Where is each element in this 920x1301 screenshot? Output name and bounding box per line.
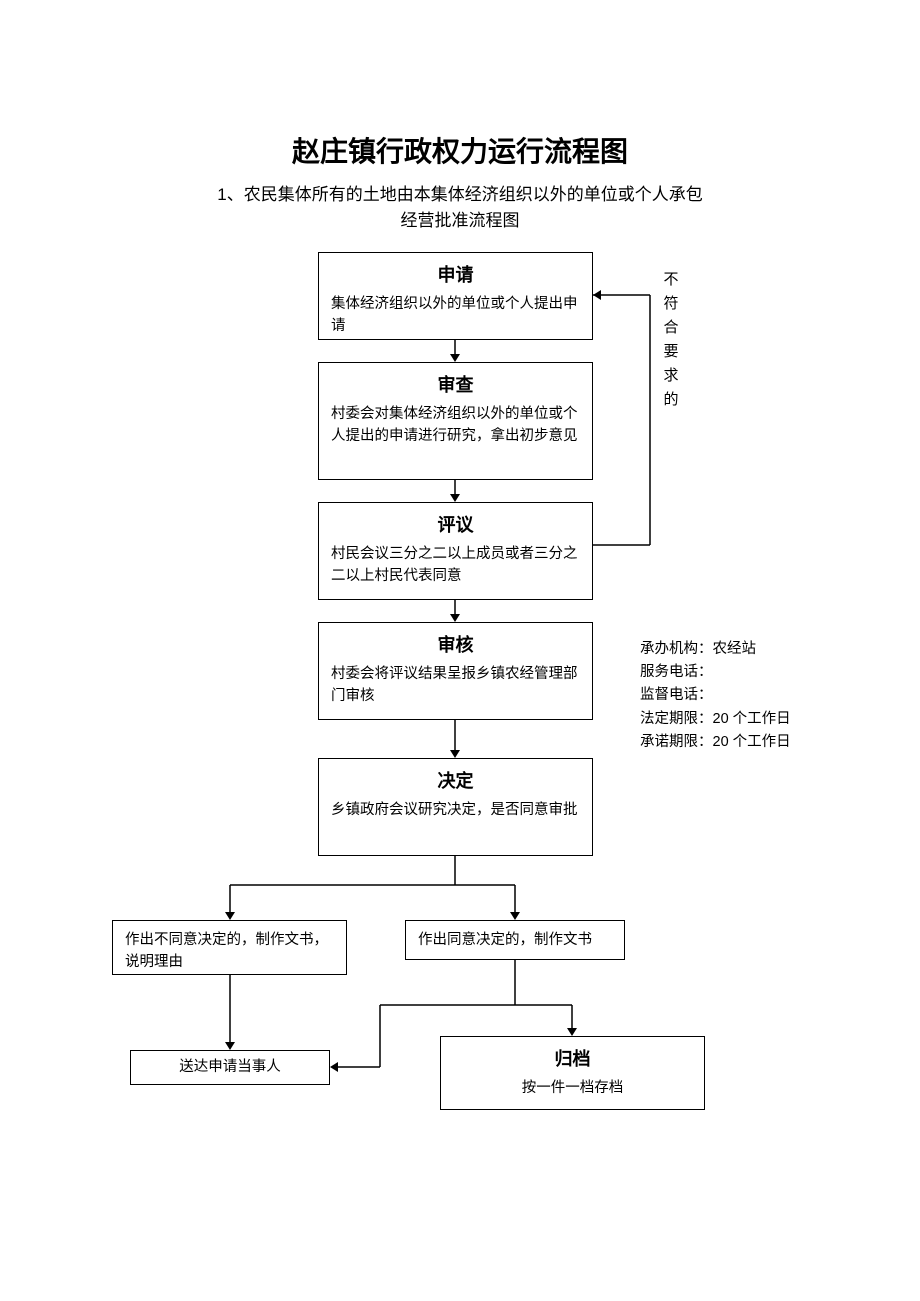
- node-decide-body: 乡镇政府会议研究决定，是否同意审批: [331, 799, 580, 821]
- node-check-body: 村委会对集体经济组织以外的单位或个人提出的申请进行研究，拿出初步意见: [331, 403, 580, 448]
- node-agree-body: 作出同意决定的，制作文书: [418, 929, 612, 951]
- page-subtitle: 1、农民集体所有的土地由本集体经济组织以外的单位或个人承包 经营批准流程图: [0, 182, 920, 233]
- node-audit: 审核 村委会将评议结果呈报乡镇农经管理部门审核: [318, 622, 593, 720]
- node-disagree: 作出不同意决定的，制作文书，说明理由: [112, 920, 347, 975]
- info-block: 承办机构：农经站服务电话：监督电话：法定期限：20 个工作日承诺期限：20 个工…: [640, 638, 791, 754]
- node-apply-title: 申请: [331, 261, 580, 287]
- node-review: 评议 村民会议三分之二以上成员或者三分之二以上村民代表同意: [318, 502, 593, 600]
- subtitle-line1: 1、农民集体所有的土地由本集体经济组织以外的单位或个人承包: [217, 185, 702, 204]
- node-decide-title: 决定: [331, 767, 580, 793]
- node-archive-body: 按一件一档存档: [453, 1077, 692, 1099]
- node-review-body: 村民会议三分之二以上成员或者三分之二以上村民代表同意: [331, 543, 580, 588]
- node-check: 审查 村委会对集体经济组织以外的单位或个人提出的申请进行研究，拿出初步意见: [318, 362, 593, 480]
- node-deliver-body: 送达申请当事人: [179, 1056, 281, 1078]
- page-title: 赵庄镇行政权力运行流程图: [0, 130, 920, 170]
- node-archive: 归档 按一件一档存档: [440, 1036, 705, 1110]
- node-apply: 申请 集体经济组织以外的单位或个人提出申请: [318, 252, 593, 340]
- node-disagree-body: 作出不同意决定的，制作文书，说明理由: [125, 929, 334, 974]
- node-check-title: 审查: [331, 371, 580, 397]
- node-agree: 作出同意决定的，制作文书: [405, 920, 625, 960]
- node-apply-body: 集体经济组织以外的单位或个人提出申请: [331, 293, 580, 338]
- feedback-label: 不符合要求的: [662, 268, 680, 412]
- node-archive-title: 归档: [453, 1045, 692, 1071]
- subtitle-line2: 经营批准流程图: [401, 211, 520, 230]
- node-audit-title: 审核: [331, 631, 580, 657]
- node-deliver: 送达申请当事人: [130, 1050, 330, 1085]
- node-review-title: 评议: [331, 511, 580, 537]
- node-audit-body: 村委会将评议结果呈报乡镇农经管理部门审核: [331, 663, 580, 708]
- page: 赵庄镇行政权力运行流程图 1、农民集体所有的土地由本集体经济组织以外的单位或个人…: [0, 0, 920, 1301]
- node-decide: 决定 乡镇政府会议研究决定，是否同意审批: [318, 758, 593, 856]
